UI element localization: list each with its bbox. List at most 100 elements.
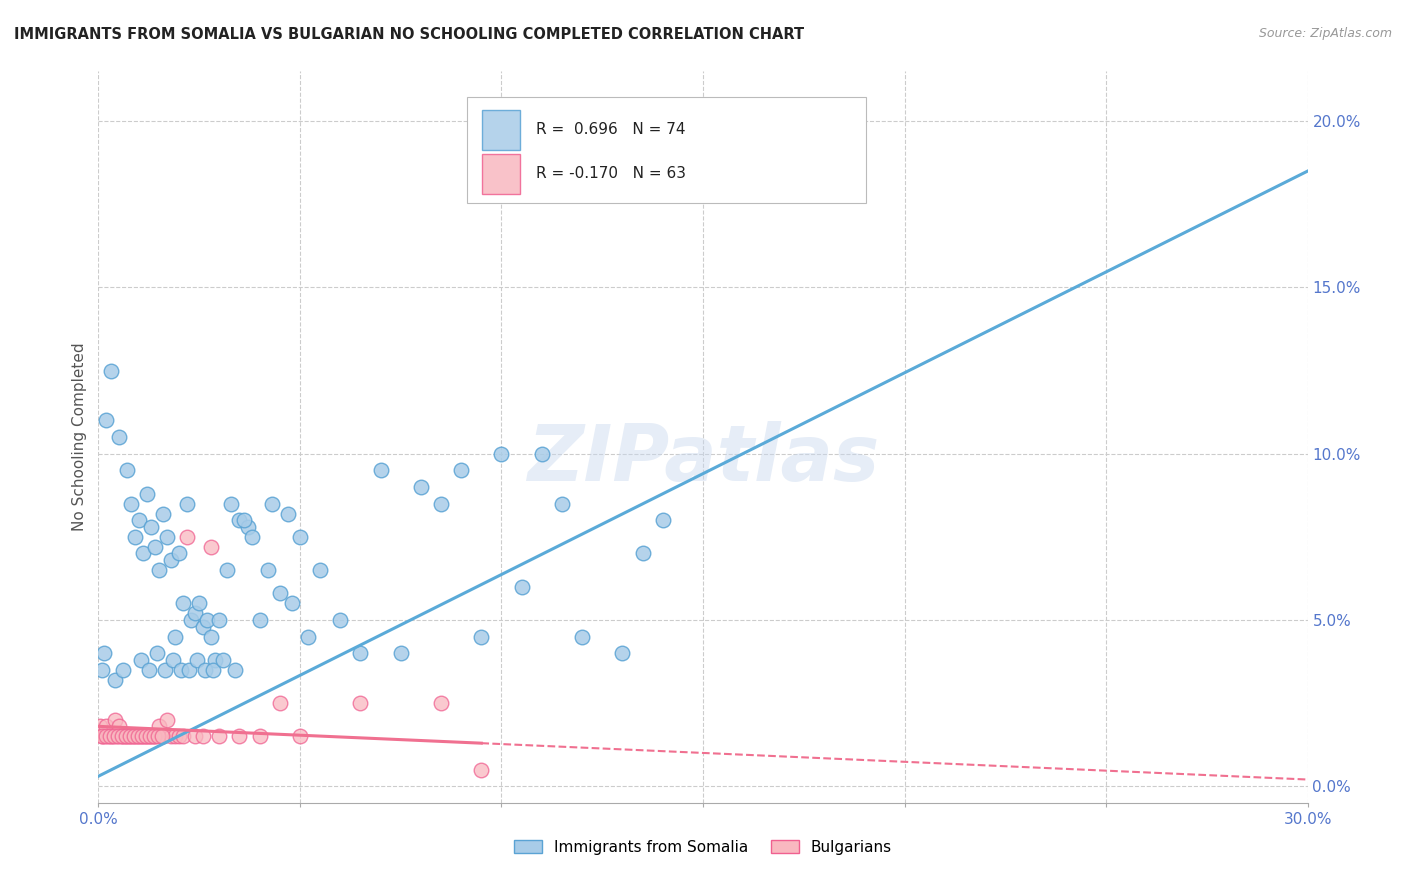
Point — [186, 653, 208, 667]
Point — [228, 729, 250, 743]
Point — [409, 480, 432, 494]
Point — [135, 729, 157, 743]
Point — [184, 729, 207, 743]
Point — [450, 463, 472, 477]
Point — [103, 673, 125, 687]
Point — [122, 729, 145, 743]
Point — [121, 729, 143, 743]
Point — [114, 729, 136, 743]
Point — [90, 729, 112, 743]
Point — [200, 630, 222, 644]
Point — [470, 763, 492, 777]
Point — [160, 553, 183, 567]
Text: IMMIGRANTS FROM SOMALIA VS BULGARIAN NO SCHOOLING COMPLETED CORRELATION CHART: IMMIGRANTS FROM SOMALIA VS BULGARIAN NO … — [14, 27, 804, 42]
Point — [208, 729, 231, 743]
Point — [651, 513, 673, 527]
Point — [167, 546, 190, 560]
Point — [143, 540, 166, 554]
Point — [208, 613, 231, 627]
Legend: Immigrants from Somalia, Bulgarians: Immigrants from Somalia, Bulgarians — [508, 834, 898, 861]
Point — [204, 653, 226, 667]
Point — [612, 646, 634, 660]
Point — [184, 607, 207, 621]
Point — [125, 729, 148, 743]
Point — [111, 729, 134, 743]
Point — [111, 729, 134, 743]
Point — [152, 729, 174, 743]
Point — [94, 729, 117, 743]
Point — [93, 729, 115, 743]
Point — [128, 513, 150, 527]
Point — [115, 463, 138, 477]
Point — [100, 363, 122, 377]
Point — [135, 729, 157, 743]
Point — [510, 580, 533, 594]
Point — [139, 520, 162, 534]
Point — [143, 729, 166, 743]
Point — [89, 719, 111, 733]
Point — [114, 729, 136, 743]
Point — [135, 486, 157, 500]
Point — [163, 729, 186, 743]
Point — [349, 646, 371, 660]
Point — [470, 630, 492, 644]
Point — [232, 513, 254, 527]
Point — [309, 563, 332, 577]
Point — [98, 729, 121, 743]
Point — [107, 719, 129, 733]
Point — [430, 696, 453, 710]
Point — [180, 613, 202, 627]
Point — [107, 430, 129, 444]
Point — [217, 563, 239, 577]
Point — [131, 729, 153, 743]
Point — [631, 546, 654, 560]
FancyBboxPatch shape — [482, 110, 520, 150]
Point — [105, 729, 128, 743]
Point — [96, 413, 118, 427]
Point — [103, 713, 125, 727]
Point — [118, 729, 141, 743]
Point — [430, 497, 453, 511]
FancyBboxPatch shape — [467, 97, 866, 203]
Point — [249, 729, 271, 743]
Point — [142, 729, 165, 743]
Point — [134, 729, 156, 743]
Point — [194, 663, 217, 677]
Point — [100, 729, 122, 743]
Point — [193, 619, 215, 633]
Point — [132, 546, 155, 560]
Point — [288, 729, 311, 743]
Point — [202, 663, 225, 677]
Point — [153, 663, 176, 677]
Point — [103, 729, 125, 743]
Point — [138, 663, 160, 677]
Point — [221, 497, 243, 511]
Point — [176, 530, 198, 544]
Point — [551, 497, 574, 511]
Point — [132, 729, 155, 743]
Point — [118, 729, 141, 743]
Point — [97, 729, 120, 743]
Point — [129, 729, 152, 743]
Point — [389, 646, 412, 660]
Point — [212, 653, 235, 667]
Point — [329, 613, 352, 627]
Point — [269, 696, 291, 710]
Point — [297, 630, 319, 644]
Point — [249, 613, 271, 627]
Point — [277, 507, 299, 521]
Point — [146, 729, 169, 743]
Point — [571, 630, 593, 644]
Point — [530, 447, 553, 461]
Point — [370, 463, 392, 477]
Point — [269, 586, 291, 600]
Point — [162, 653, 184, 667]
Point — [129, 653, 152, 667]
Point — [228, 513, 250, 527]
Point — [139, 729, 162, 743]
Point — [156, 713, 179, 727]
Point — [176, 497, 198, 511]
Point — [111, 663, 134, 677]
Point — [193, 729, 215, 743]
Y-axis label: No Schooling Completed: No Schooling Completed — [72, 343, 87, 532]
